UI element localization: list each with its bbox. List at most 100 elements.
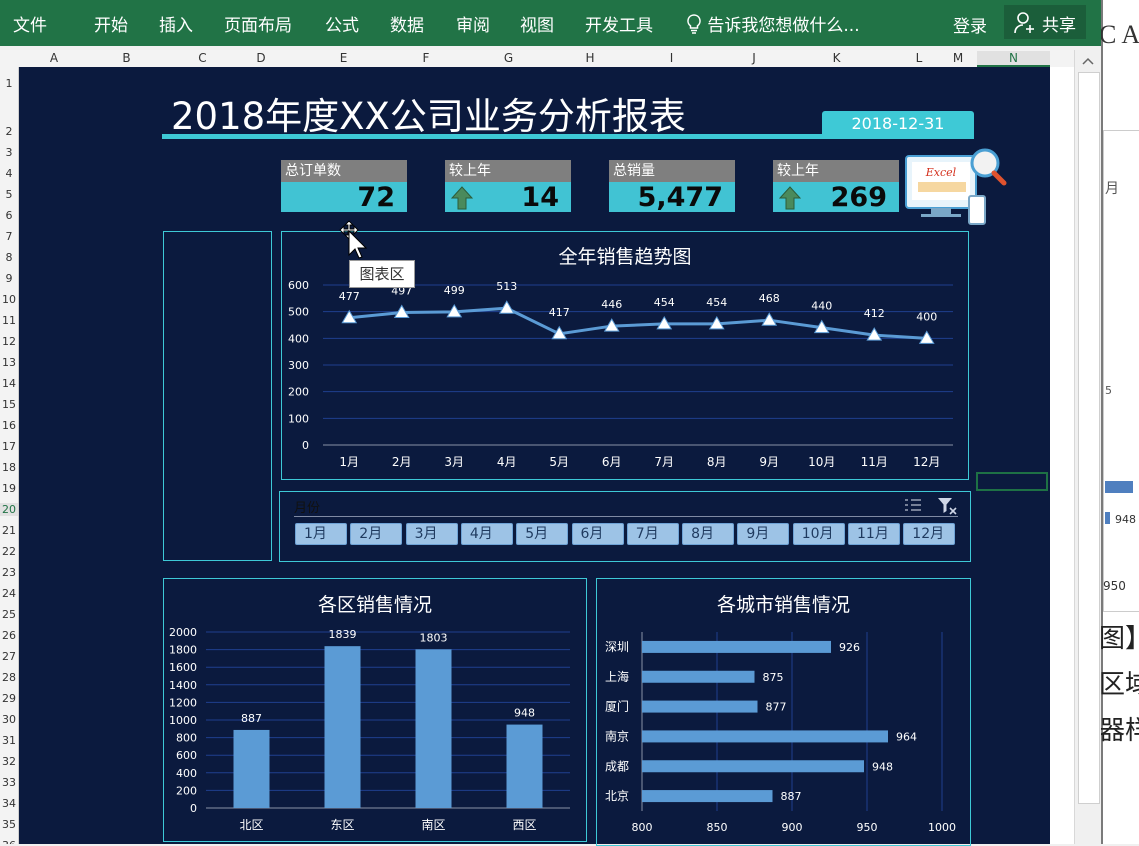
column-headers: A B C D E F G H I J K L M N [0, 50, 1074, 68]
tab-developer[interactable]: 开发工具 [585, 16, 653, 36]
row-header-15[interactable]: 15 [2, 398, 16, 411]
bar [324, 646, 361, 808]
col-header-h[interactable]: H [585, 51, 595, 65]
tell-me-search[interactable]: 告诉我您想做什么... [686, 11, 860, 36]
row-header-1[interactable]: 1 [5, 77, 13, 90]
col-header-g[interactable]: G [503, 51, 514, 65]
bar [415, 649, 452, 808]
tab-formulas[interactable]: 公式 [325, 16, 359, 36]
col-header-m[interactable]: M [952, 51, 964, 65]
slicer-item-9[interactable]: 9月 [737, 523, 790, 545]
row-header-8[interactable]: 8 [5, 251, 13, 264]
row-header-29[interactable]: 29 [2, 692, 16, 705]
slicer-item-1[interactable]: 1月 [295, 523, 347, 545]
row-header-27[interactable]: 27 [2, 650, 16, 663]
row-header-9[interactable]: 9 [5, 272, 13, 285]
row-header-3[interactable]: 3 [5, 146, 13, 159]
kpi-label: 总销量 [609, 160, 735, 182]
row-header-13[interactable]: 13 [2, 356, 16, 369]
tab-review[interactable]: 审阅 [456, 16, 490, 36]
data-label: 454 [706, 296, 727, 309]
series-line [349, 306, 927, 340]
row-header-19[interactable]: 19 [2, 482, 16, 495]
row-header-4[interactable]: 4 [5, 167, 13, 180]
row-header-17[interactable]: 17 [2, 440, 16, 453]
data-point [708, 315, 725, 330]
slicer-header: 月份 [294, 501, 321, 516]
bar [642, 670, 755, 683]
selected-cell[interactable] [976, 472, 1048, 491]
col-header-b[interactable]: B [122, 51, 131, 65]
row-header-12[interactable]: 12 [2, 335, 16, 348]
row-header-26[interactable]: 26 [2, 629, 16, 642]
tab-data[interactable]: 数据 [390, 16, 424, 36]
row-header-5[interactable]: 5 [5, 188, 13, 201]
data-label: 887 [241, 712, 262, 725]
col-header-k[interactable]: K [832, 51, 841, 65]
row-header-23[interactable]: 23 [2, 566, 16, 579]
slicer-item-6[interactable]: 6月 [571, 523, 624, 545]
col-header-d[interactable]: D [256, 51, 266, 65]
row-header-6[interactable]: 6 [5, 209, 13, 222]
row-header-18[interactable]: 18 [2, 461, 16, 474]
row-header-11[interactable]: 11 [2, 314, 16, 327]
data-point [603, 318, 620, 332]
x-tick-label: 11月 [861, 455, 888, 469]
row-header-31[interactable]: 31 [2, 734, 16, 747]
line-chart-panel[interactable] [281, 231, 969, 480]
row-header-28[interactable]: 28 [2, 671, 16, 684]
scroll-thumb[interactable] [1078, 72, 1100, 804]
row-header-32[interactable]: 32 [2, 755, 16, 768]
row-header-25[interactable]: 25 [2, 608, 16, 621]
region-chart-panel[interactable] [163, 578, 587, 842]
x-tick-label: 12月 [913, 455, 940, 469]
col-header-l[interactable]: L [915, 51, 923, 65]
col-header-e[interactable]: E [339, 51, 348, 65]
share-button[interactable]: 共享 [1004, 5, 1086, 39]
tab-view[interactable]: 视图 [520, 16, 554, 36]
tab-page-layout[interactable]: 页面布局 [224, 16, 292, 36]
multi-select-icon[interactable] [904, 497, 922, 513]
col-header-a[interactable]: A [49, 51, 59, 65]
slicer-item-2[interactable]: 2月 [350, 523, 403, 545]
slicer-item-7[interactable]: 7月 [626, 523, 679, 545]
col-header-n[interactable]: N [977, 51, 1050, 67]
vertical-scrollbar[interactable] [1074, 50, 1102, 844]
ribbon: 文件 开始 插入 页面布局 公式 数据 审阅 视图 开发工具 告诉我您想做什么.… [0, 0, 1101, 46]
slicer-item-10[interactable]: 10月 [792, 523, 845, 545]
tab-home[interactable]: 开始 [94, 16, 128, 36]
col-header-j[interactable]: J [752, 51, 756, 65]
row-header-2[interactable]: 2 [5, 125, 13, 138]
row-header-35[interactable]: 35 [2, 818, 16, 831]
slicer-item-4[interactable]: 4月 [460, 523, 513, 545]
row-header-21[interactable]: 21 [2, 524, 16, 537]
row-header-22[interactable]: 22 [2, 545, 16, 558]
row-header-36[interactable]: 36 [0, 839, 18, 844]
row-header-34[interactable]: 34 [2, 797, 16, 810]
data-label: 875 [763, 671, 784, 684]
col-header-c[interactable]: C [198, 51, 207, 65]
row-header-30[interactable]: 30 [2, 713, 16, 726]
row-header-7[interactable]: 7 [5, 230, 13, 243]
data-point [813, 319, 830, 334]
data-point [498, 300, 515, 314]
scroll-up-icon[interactable] [1082, 57, 1094, 65]
row-header-24[interactable]: 24 [2, 587, 16, 600]
tab-insert[interactable]: 插入 [159, 16, 193, 36]
clear-filter-icon[interactable] [937, 497, 957, 515]
row-header-16[interactable]: 16 [2, 419, 16, 432]
slicer-item-12[interactable]: 12月 [903, 523, 956, 545]
kpi-sales-vs-last-year: 较上年 269 [773, 160, 899, 213]
slicer-item-8[interactable]: 8月 [682, 523, 735, 545]
col-header-f[interactable]: F [422, 51, 430, 65]
login-button[interactable]: 登录 [953, 17, 987, 37]
row-header-33[interactable]: 33 [2, 776, 16, 789]
row-header-14[interactable]: 14 [2, 377, 16, 390]
col-header-i[interactable]: I [669, 51, 674, 65]
tab-file[interactable]: 文件 [13, 16, 47, 36]
row-header-20[interactable]: 20 [0, 503, 18, 516]
slicer-item-11[interactable]: 11月 [848, 523, 900, 545]
slicer-item-5[interactable]: 5月 [516, 523, 569, 545]
slicer-item-3[interactable]: 3月 [405, 523, 458, 545]
row-header-10[interactable]: 10 [2, 293, 16, 306]
